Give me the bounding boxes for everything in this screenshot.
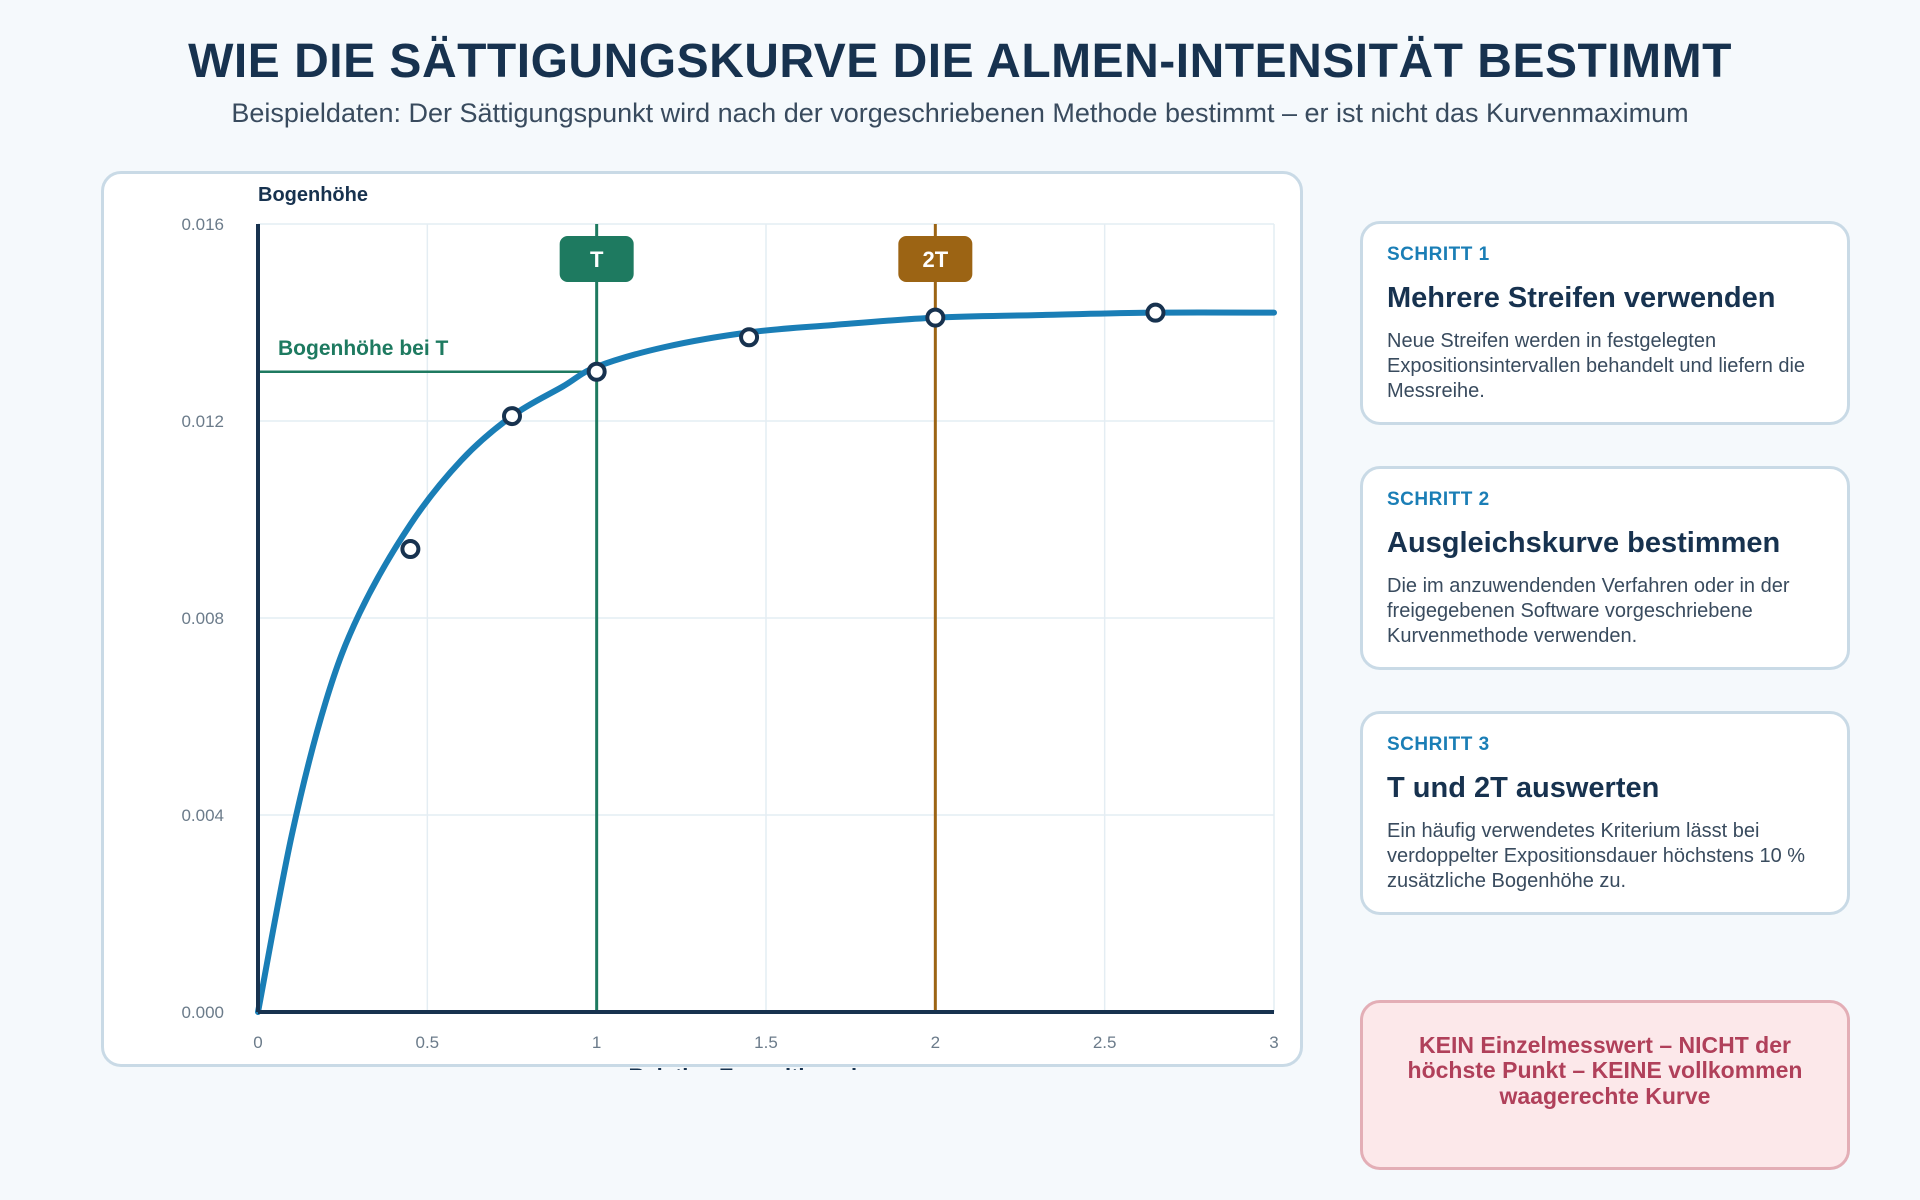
step-label: SCHRITT 3 xyxy=(1387,734,1490,755)
data-point xyxy=(739,327,760,348)
y-axis-label: Bogenhöhe xyxy=(258,184,368,206)
arc-height-at-T-label: Bogenhöhe bei T xyxy=(278,337,449,360)
page-subtitle: Beispieldaten: Der Sättigungspunkt wird … xyxy=(231,98,1689,128)
y-tick-label: 0.004 xyxy=(181,806,224,825)
step-label: SCHRITT 2 xyxy=(1387,489,1490,510)
x-tick-label: 3 xyxy=(1269,1033,1278,1052)
data-point xyxy=(502,406,522,427)
page-title: WIE DIE SÄTTIGUNGSKURVE DIE ALMEN-INTENS… xyxy=(188,35,1732,88)
y-tick-label: 0.008 xyxy=(181,609,224,628)
x-tick-label: 2 xyxy=(931,1033,940,1052)
data-point xyxy=(925,307,946,328)
x-axis-label: Relative Expositionsdauer xyxy=(628,1064,904,1070)
step-title: Ausgleichskurve bestimmen xyxy=(1387,527,1781,559)
step-card-3: SCHRITT 3 T und 2T auswerten Ein häufig … xyxy=(1360,711,1850,915)
data-point xyxy=(1145,302,1166,323)
step-card-2: SCHRITT 2 Ausgleichskurve bestimmen Die … xyxy=(1360,466,1850,670)
x-tick-label: 1.5 xyxy=(754,1033,778,1052)
badge-label-2T: 2T xyxy=(922,247,948,272)
saturation-chart: 0 0.5 1 1.5 2 2.5 3 0.000 0.004 0.008 0.012 0.016 Bo… xyxy=(181,184,1278,1070)
x-tick-label: 0.5 xyxy=(416,1033,440,1052)
badge-T xyxy=(559,236,634,282)
step-text: Neue Streifen werden in festgelegten Exp… xyxy=(1387,330,1806,402)
x-tick-label: 2.5 xyxy=(1093,1033,1117,1052)
chart-panel: 0 0.5 1 1.5 2 2.5 3 0.000 0.004 0.008 0.012 0.016 Bo… xyxy=(101,171,1303,1070)
data-point xyxy=(400,539,421,560)
y-tick-label: 0.000 xyxy=(181,1003,224,1022)
badge-label-T: T xyxy=(590,247,604,272)
step-text: Ein häufig verwendetes Kriterium lässt b… xyxy=(1387,820,1806,892)
step-title: T und 2T auswerten xyxy=(1387,772,1660,804)
warning-box: KEIN Einzelmesswert – NICHT der höchste … xyxy=(1360,1000,1850,1170)
y-tick-label: 0.012 xyxy=(181,412,224,431)
step-text: Die im anzuwendenden Verfahren oder in d… xyxy=(1387,575,1790,647)
x-tick-label: 1 xyxy=(592,1033,601,1052)
badge-2T xyxy=(898,236,973,282)
x-tick-label: 0 xyxy=(253,1033,262,1052)
saturation-curve xyxy=(255,309,1277,1015)
step-title: Mehrere Streifen verwenden xyxy=(1387,282,1776,314)
data-point xyxy=(586,361,607,382)
y-tick-label: 0.016 xyxy=(181,215,224,234)
step-label: SCHRITT 1 xyxy=(1387,244,1490,265)
step-card-1: SCHRITT 1 Mehrere Streifen verwenden Neu… xyxy=(1360,221,1850,425)
